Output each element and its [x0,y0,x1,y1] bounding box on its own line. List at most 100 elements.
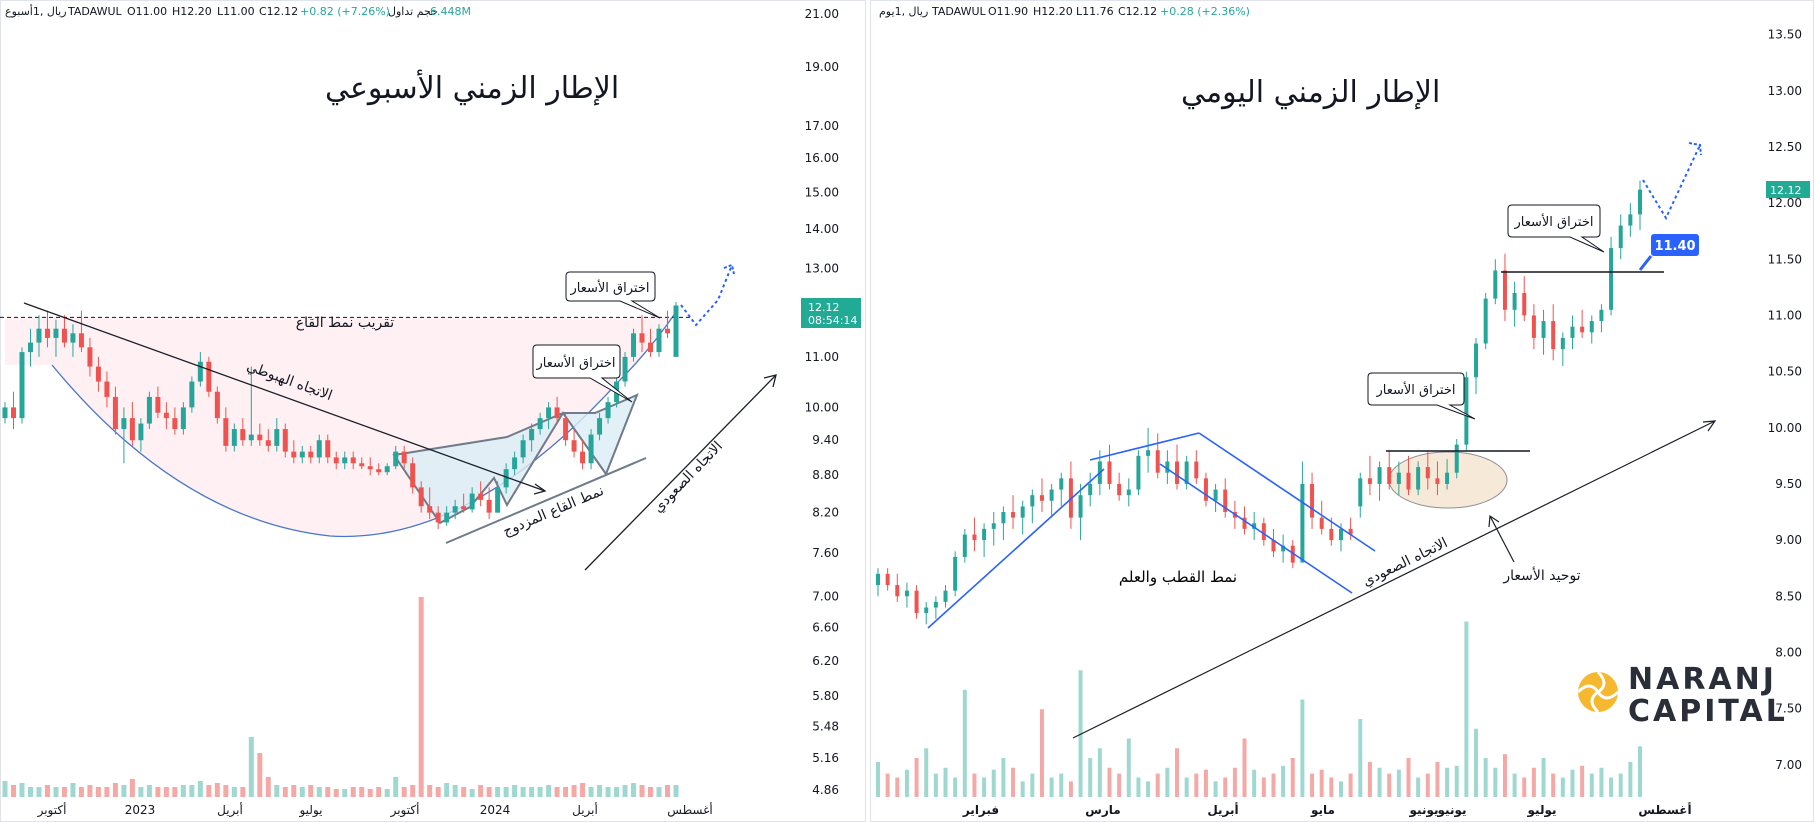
candle-body [1416,467,1421,490]
candle-body [1367,478,1372,484]
candle-body [2,407,8,419]
candle-body [953,556,958,591]
x-tick-label: أغسطس [1638,802,1691,817]
weekly-candles [2,301,679,530]
volume-bar [376,787,382,797]
volume-bar [554,787,560,797]
candle-body [1078,495,1083,518]
candle-body [1377,467,1382,484]
daily-callout-2 [1507,204,1605,253]
volume-bar [1155,773,1160,797]
volume-bar [953,777,958,797]
weekly-x-axis: أكتوبر 2023 أبريل يوليو أكتوبر 2024 أبريل أغسطس [37,802,713,818]
candle-body [520,440,526,458]
candle-body [367,466,373,470]
volume-bar [529,787,535,797]
level-tag-bg [1651,234,1699,256]
candle-body [631,333,637,357]
candle-body [1271,540,1276,552]
volume-bar [982,777,987,797]
candle-body [648,342,654,353]
volume-bar [1213,781,1218,797]
volume-bar [1628,761,1633,797]
candle-body [885,573,890,586]
volume-bar [1107,767,1112,797]
volume-bar [121,785,127,797]
volume-bar [61,787,67,797]
flag-lower [1159,463,1353,594]
volume-bar [172,787,178,797]
volume-bar [367,789,373,797]
candle-body [495,487,501,513]
volume-bar [1445,767,1450,797]
volume-bar [146,785,152,797]
volume-bar [325,787,331,797]
daily-volume [876,621,1642,797]
candle-body [563,418,569,441]
x-tick-label: مارس [1085,803,1120,817]
volume-bar [1493,767,1498,797]
volume-bar [1580,765,1585,797]
weekly-callout-2 [532,344,633,403]
x-tick-label: أكتوبر [390,802,420,818]
candle-body [1252,523,1257,529]
volume-bar [1232,767,1237,797]
candle-body [1406,472,1411,490]
volume-bar [914,758,919,797]
volume-bar [1560,777,1565,797]
volume-bar [299,787,305,797]
candle-body [1358,478,1363,507]
candle-body [452,506,458,513]
volume-bar [461,787,467,797]
candle-body [401,451,407,464]
candle-body [1329,528,1334,541]
volume-bar [588,787,594,797]
volume-bar [342,789,348,797]
candle-body [1126,489,1131,496]
volume-bar [384,789,390,797]
weekly-open: O11.00 [127,5,167,18]
weekly-volume-value: 6.448M [430,5,471,18]
y-tick-label: 21.00 [805,7,839,21]
volume-bar [1367,761,1372,797]
candle-body [529,429,535,441]
volume-bar [27,787,33,797]
y-tick-label: 11.00 [805,350,839,364]
volume-bar [885,773,890,797]
candle-body [503,469,509,488]
candle-body [1580,326,1585,333]
candle-body [1435,478,1440,484]
candle-body [1281,545,1286,552]
daily-meta: ريال ,1يوم [879,5,928,18]
volume-bar [1570,769,1575,797]
y-tick-label: 4.86 [812,783,839,797]
candle-body [376,469,382,473]
candle-body [1146,450,1151,456]
volume-bar [597,785,603,797]
volume-bar [1117,773,1122,797]
y-tick-label: 17.00 [805,119,839,133]
y-tick-label: 13.50 [1768,28,1802,42]
daily-high: H12.20 [1033,5,1073,18]
candle-body [231,429,237,446]
volume-bar [1589,773,1594,797]
weekly-y-axis: 21.0019.0017.0016.0015.0014.0013.0012.00… [805,7,839,797]
weekly-volume [2,597,679,797]
x-tick-label: أغسطس [667,802,712,818]
candle-body [240,429,246,441]
volume-bar [163,787,169,797]
candle-body [342,457,348,464]
daily-candles [876,180,1642,625]
candle-body [206,361,212,392]
volume-bar [138,787,144,797]
volume-bar [78,787,84,797]
daily-change: +0.28 (+2.36%) [1160,5,1250,18]
volume-bar [1271,773,1276,797]
volume-bar [350,787,356,797]
volume-bar [1165,767,1170,797]
candle-body [359,463,365,467]
volume-bar [1242,738,1247,797]
candle-body [19,352,25,419]
daily-breakout-label-2: اختراق الأسعار [1513,213,1593,230]
candle-body [87,347,93,367]
